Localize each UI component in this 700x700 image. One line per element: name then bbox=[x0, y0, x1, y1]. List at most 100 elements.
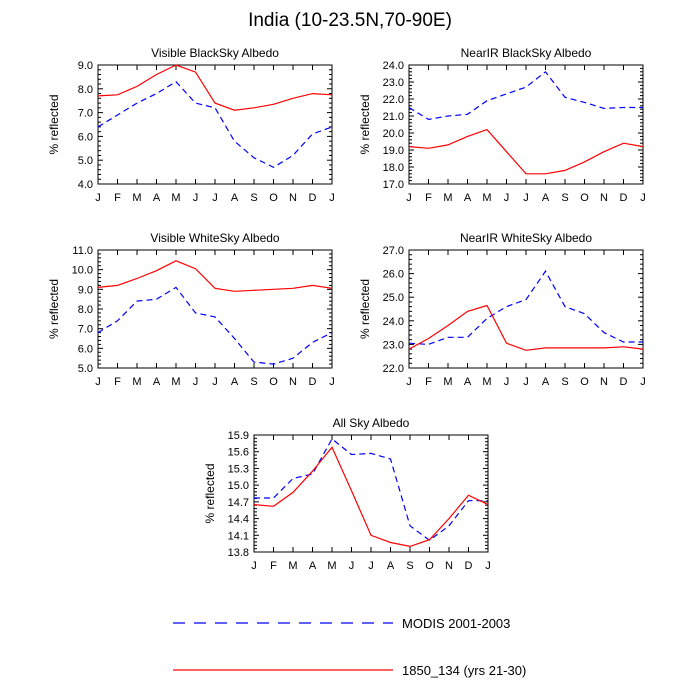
y-tick-label: 7.0 bbox=[78, 108, 93, 120]
x-tick-label: F bbox=[114, 192, 121, 204]
series-line-modis bbox=[254, 437, 488, 542]
y-axis-label: % reflected bbox=[203, 463, 217, 523]
x-tick-label: J bbox=[523, 376, 529, 388]
x-tick-label: M bbox=[171, 192, 180, 204]
x-tick-label: D bbox=[620, 376, 628, 388]
y-tick-label: 22.0 bbox=[383, 94, 404, 106]
series-line-model bbox=[253, 446, 489, 548]
y-tick-label: 23.0 bbox=[383, 339, 404, 351]
chart-panel-1: NearIR BlackSky Albedo 17.0 18.0 19.0 20.0 21… bbox=[358, 46, 646, 204]
y-axis-label: % reflected bbox=[47, 94, 61, 154]
page-title: India (10-23.5N,70-90E) bbox=[248, 10, 452, 31]
y-tick-label: 27.0 bbox=[383, 245, 404, 257]
chart-title: All Sky Albedo bbox=[333, 416, 410, 430]
x-tick-label: A bbox=[231, 376, 239, 388]
x-tick-label: M bbox=[171, 376, 180, 388]
x-tick-label: J bbox=[640, 376, 646, 388]
chart-title: Visible BlackSky Albedo bbox=[151, 46, 279, 60]
chart-panel-4: All Sky Albedo 13.8 14.1 14.4 14.7 15.0 15.3 15… bbox=[203, 416, 491, 572]
y-tick-label: 7.0 bbox=[78, 324, 93, 336]
y-tick-label: 13.8 bbox=[228, 547, 249, 559]
x-tick-label: A bbox=[464, 192, 472, 204]
x-tick-label: S bbox=[561, 192, 568, 204]
x-tick-label: J bbox=[368, 560, 374, 572]
y-tick-label: 24.0 bbox=[383, 60, 404, 72]
x-tick-label: A bbox=[464, 376, 472, 388]
y-tick-label: 24.0 bbox=[383, 316, 404, 328]
series-line-model bbox=[408, 304, 644, 351]
series-line-modis bbox=[97, 286, 333, 365]
x-tick-label: O bbox=[269, 192, 278, 204]
x-tick-label: O bbox=[269, 376, 278, 388]
y-axis-label: % reflected bbox=[358, 279, 372, 339]
x-tick-label: J bbox=[251, 560, 257, 572]
x-tick-label: J bbox=[193, 192, 199, 204]
y-tick-label: 21.0 bbox=[383, 111, 404, 123]
x-tick-label: J bbox=[212, 192, 218, 204]
y-tick-label: 22.0 bbox=[383, 363, 404, 375]
x-tick-label: J bbox=[406, 376, 412, 388]
x-tick-label: M bbox=[288, 560, 297, 572]
x-tick-label: M bbox=[482, 192, 491, 204]
y-tick-label: 17.0 bbox=[383, 179, 404, 191]
y-tick-label: 8.0 bbox=[78, 304, 93, 316]
legend-label: MODIS 2001-2003 bbox=[402, 616, 510, 631]
x-tick-label: N bbox=[600, 376, 608, 388]
x-tick-label: O bbox=[580, 192, 589, 204]
chart-title: NearIR BlackSky Albedo bbox=[461, 46, 592, 60]
x-tick-label: M bbox=[482, 376, 491, 388]
x-tick-label: M bbox=[327, 560, 336, 572]
x-tick-label: S bbox=[406, 560, 413, 572]
chart-title: Visible WhiteSky Albedo bbox=[150, 231, 280, 245]
x-tick-label: M bbox=[443, 192, 452, 204]
x-tick-label: F bbox=[425, 376, 432, 388]
chart-panel-2: Visible WhiteSky Albedo 5.0 6.0 7.0 8.0 9.0 10… bbox=[47, 231, 335, 388]
y-tick-label: 15.6 bbox=[228, 447, 249, 459]
x-tick-label: J bbox=[504, 192, 510, 204]
series-line-modis bbox=[97, 80, 333, 168]
x-tick-label: J bbox=[504, 376, 510, 388]
y-tick-label: 26.0 bbox=[383, 269, 404, 281]
x-tick-label: D bbox=[465, 560, 473, 572]
x-tick-label: M bbox=[132, 376, 141, 388]
x-tick-label: J bbox=[640, 192, 646, 204]
x-tick-label: N bbox=[600, 192, 608, 204]
series-line-model bbox=[408, 128, 644, 175]
y-tick-label: 15.0 bbox=[228, 480, 249, 492]
legend-label: 1850_134 (yrs 21-30) bbox=[402, 663, 526, 678]
x-tick-label: N bbox=[445, 560, 453, 572]
y-axis-label: % reflected bbox=[358, 94, 372, 154]
y-tick-label: 14.7 bbox=[228, 497, 249, 509]
x-tick-label: J bbox=[193, 376, 199, 388]
y-tick-label: 9.0 bbox=[78, 60, 93, 72]
x-tick-label: S bbox=[250, 376, 257, 388]
y-tick-label: 10.0 bbox=[72, 265, 93, 277]
y-tick-label: 6.0 bbox=[78, 343, 93, 355]
series-line-modis bbox=[408, 70, 643, 121]
x-tick-label: J bbox=[523, 192, 529, 204]
y-tick-label: 15.9 bbox=[228, 430, 249, 442]
x-tick-label: A bbox=[542, 376, 550, 388]
x-tick-label: J bbox=[95, 376, 101, 388]
x-tick-label: D bbox=[309, 192, 317, 204]
y-tick-label: 8.0 bbox=[78, 84, 93, 96]
x-tick-label: J bbox=[95, 192, 101, 204]
x-tick-label: J bbox=[212, 376, 218, 388]
x-tick-label: J bbox=[349, 560, 355, 572]
y-tick-label: 18.0 bbox=[383, 162, 404, 174]
x-tick-label: N bbox=[289, 192, 297, 204]
x-tick-label: M bbox=[443, 376, 452, 388]
x-tick-label: F bbox=[425, 192, 432, 204]
x-tick-label: F bbox=[270, 560, 277, 572]
y-tick-label: 20.0 bbox=[383, 128, 404, 140]
x-tick-label: J bbox=[406, 192, 412, 204]
x-tick-label: O bbox=[425, 560, 434, 572]
y-axis-label: % reflected bbox=[47, 279, 61, 339]
x-tick-label: A bbox=[309, 560, 317, 572]
legend: MODIS 2001-2003 1850_134 (yrs 21-30) bbox=[173, 616, 526, 678]
y-tick-label: 4.0 bbox=[78, 179, 93, 191]
y-tick-label: 14.4 bbox=[228, 514, 249, 526]
x-tick-label: J bbox=[485, 560, 491, 572]
plot-frame bbox=[408, 64, 644, 185]
x-tick-label: M bbox=[132, 192, 141, 204]
